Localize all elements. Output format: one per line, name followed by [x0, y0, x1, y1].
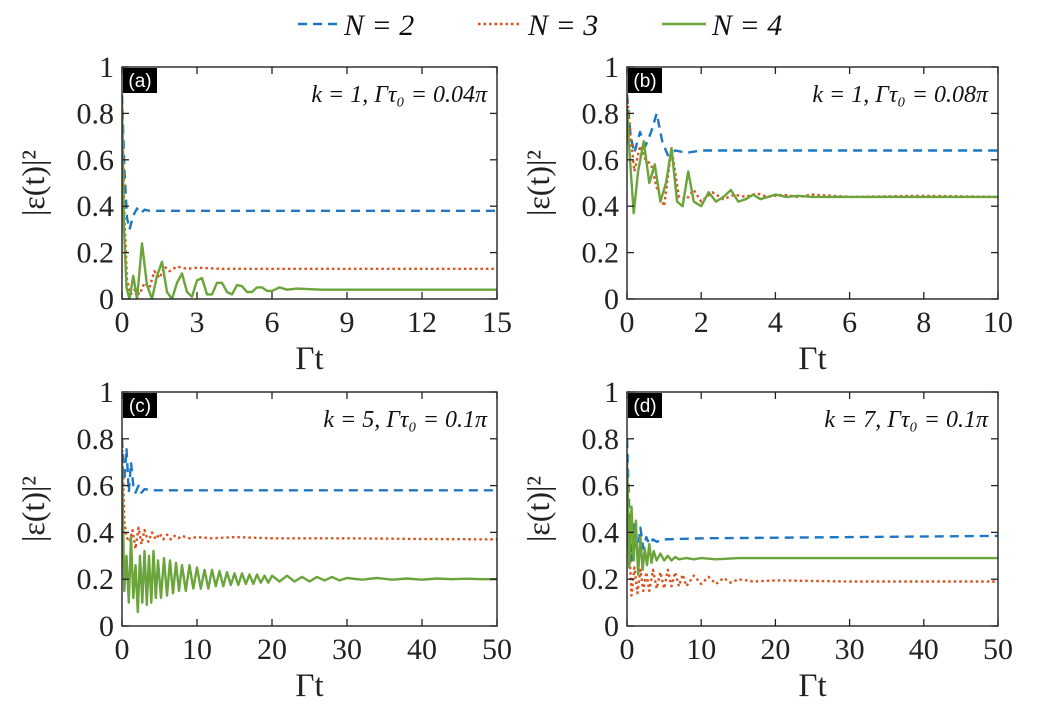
panel-a-series-n2 [122, 94, 497, 231]
panel-b-ylabel: |ε(t)|² [520, 150, 556, 216]
panel-c-series-n4 [122, 462, 497, 614]
panel-d-xlabel: Γt [798, 668, 826, 704]
panel-a-xtick-label: 6 [265, 306, 280, 339]
panel-a-xtick-label: 12 [407, 306, 437, 339]
panel-d-xtick-label: 40 [909, 633, 939, 666]
panel-c-xtick-label: 20 [257, 633, 287, 666]
panel-d-axes-box [626, 391, 999, 627]
panel-d-ytick-label: 0.4 [582, 516, 620, 549]
panel-a-xtick-label: 15 [482, 306, 512, 339]
panel-d-ylabel: |ε(t)|² [520, 476, 556, 542]
panel-b-xtick-label: 10 [983, 306, 1013, 339]
panel-d-ytick-label: 1 [604, 376, 619, 409]
panel-a-axes-box [121, 66, 498, 300]
panel-b-ytick-label: 0.2 [582, 237, 620, 270]
panel-b-ytick-label: 0.8 [582, 97, 620, 130]
panel-a-ytick-label: 0.4 [77, 190, 115, 223]
panel-c-xtick-label: 0 [115, 633, 130, 666]
panel-b-label: (b) [633, 71, 656, 92]
panel-c-xtick-label: 10 [182, 633, 212, 666]
panel-b-ytick-label: 1 [604, 51, 619, 84]
panel-d-xtick-label: 10 [686, 633, 716, 666]
panel-c-ytick-label: 0.6 [77, 470, 115, 503]
panel-c: 0 10 20 30 40 50 0 0.2 0.4 0.6 0.8 1 Γt |ε(t)|² k = 5,… [15, 376, 512, 704]
panel-a-annotation: k = 1, Γτ₀ = 0.04π [311, 82, 488, 108]
panel-c-series-n3 [122, 438, 497, 550]
panel-a: 0 3 6 9 12 15 0 0.2 0.4 0.6 0.8 1 Γt |ε(t)|² k = 1, Γτ… [15, 51, 512, 377]
panel-c-ylabel: |ε(t)|² [15, 476, 51, 542]
panel-d-xtick-label: 30 [835, 633, 865, 666]
panel-a-ytick-label: 0.2 [77, 237, 115, 270]
panel-a-xtick-label: 3 [190, 306, 205, 339]
panel-c-annotation: k = 5, Γτ₀ = 0.1π [323, 407, 488, 433]
panel-c-xtick-label: 30 [332, 633, 362, 666]
panel-b: 0 2 4 6 8 10 0 0.2 0.4 0.6 0.8 1 Γt |ε(t)|² k = 1, Γτ₀… [520, 51, 1013, 377]
panel-b-annotation: k = 1, Γτ₀ = 0.08π [812, 82, 989, 108]
legend-label-4: N = 4 [711, 9, 782, 42]
panel-b-xlabel: Γt [798, 341, 826, 377]
panel-d-label-badge [628, 393, 662, 418]
panel-a-ytick-label: 1 [99, 51, 114, 84]
panel-d-series-n2 [627, 438, 998, 562]
panel-c-ytick-label: 0.2 [77, 563, 115, 596]
panel-a-label: (a) [128, 71, 151, 92]
panel-a-xlabel: Γt [295, 341, 323, 377]
panel-c-xtick-label: 50 [482, 633, 512, 666]
panel-b-series-n4 [627, 108, 998, 215]
panel-c-series-n2 [122, 438, 497, 494]
panel-a-label-badge [123, 68, 157, 93]
panel-d-xtick-label: 20 [760, 633, 790, 666]
panel-b-series-n2 [627, 94, 998, 157]
panel-c-label-badge [123, 393, 157, 418]
panel-b-xtick-label: 0 [620, 306, 635, 339]
panel-c-ytick-label: 0.4 [77, 516, 115, 549]
panel-c-ytick-label: 0.8 [77, 423, 115, 456]
panel-c-ytick-label: 1 [99, 376, 114, 409]
legend-label-2: N = 2 [343, 9, 414, 42]
panel-b-xtick-label: 2 [694, 306, 709, 339]
panel-a-xtick-label: 9 [340, 306, 355, 339]
panel-b-xtick-label: 8 [916, 306, 931, 339]
panel-d-xtick-label: 50 [983, 633, 1013, 666]
panel-a-series-n3 [122, 101, 497, 296]
panel-a-ytick-label: 0.8 [77, 97, 115, 130]
panel-d: 0 10 20 30 40 50 0 0.2 0.4 0.6 0.8 1 Γt |ε(t)|² k = 7,… [520, 376, 1013, 704]
panel-b-xtick-label: 4 [768, 306, 783, 339]
panel-b-ytick-label: 0 [604, 283, 619, 316]
panel-d-xtick-label: 0 [620, 633, 635, 666]
panel-d-label: (d) [633, 396, 656, 417]
legend: N = 2 N = 3 N = 4 [298, 9, 782, 42]
panel-a-ylabel: |ε(t)|² [15, 150, 51, 216]
panel-d-ytick-label: 0.8 [582, 423, 620, 456]
panel-c-xlabel: Γt [295, 668, 323, 704]
panel-c-xtick-label: 40 [407, 633, 437, 666]
panel-b-label-badge [628, 68, 662, 93]
panel-d-series-n4 [627, 462, 998, 576]
panel-b-xtick-label: 6 [842, 306, 857, 339]
panel-d-series-n3 [627, 462, 998, 597]
panel-d-ytick-label: 0 [604, 610, 619, 643]
panel-a-ytick-label: 0 [99, 283, 114, 316]
panel-d-annotation: k = 7, Γτ₀ = 0.1π [824, 407, 989, 433]
panel-c-label: (c) [129, 396, 151, 417]
panel-a-series-n4 [122, 101, 497, 299]
panel-a-ytick-label: 0.6 [77, 144, 115, 177]
panel-d-ytick-label: 0.6 [582, 470, 620, 503]
panel-b-ytick-label: 0.6 [582, 144, 620, 177]
panel-c-axes-box [121, 391, 498, 627]
panel-d-ytick-label: 0.2 [582, 563, 620, 596]
legend-label-3: N = 3 [527, 9, 598, 42]
panel-c-ytick-label: 0 [99, 610, 114, 643]
panel-a-xtick-label: 0 [115, 306, 130, 339]
panel-b-ytick-label: 0.4 [582, 190, 620, 223]
panel-b-axes-box [626, 66, 999, 300]
